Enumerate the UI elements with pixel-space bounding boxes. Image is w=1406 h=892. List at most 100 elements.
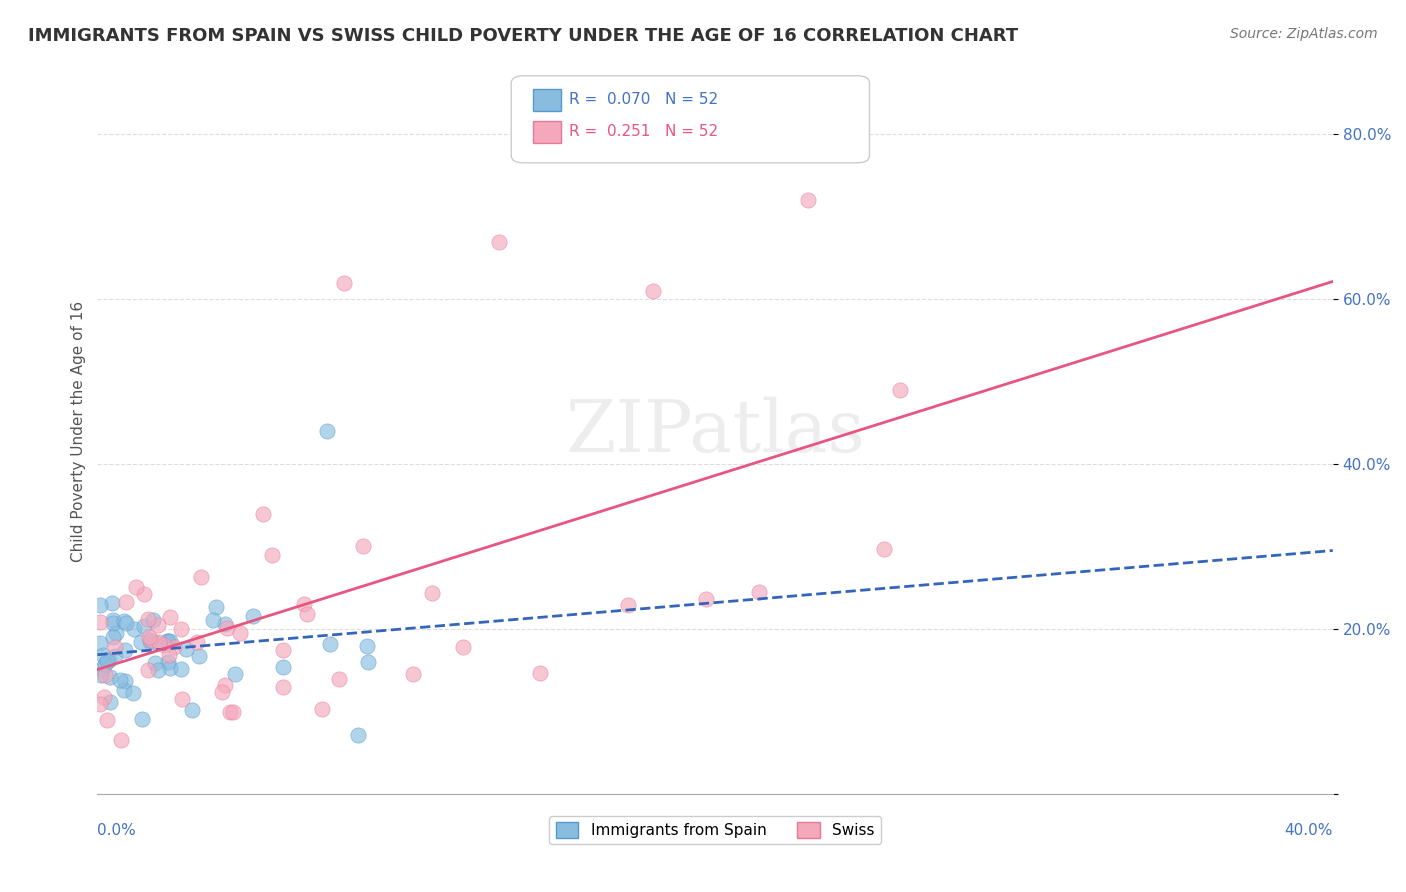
Point xyxy=(157,648,180,663)
Point xyxy=(157,634,180,648)
Point xyxy=(295,607,318,621)
Point xyxy=(188,648,211,663)
Point xyxy=(97,653,120,667)
Point xyxy=(190,570,212,584)
Point xyxy=(138,631,160,645)
Point xyxy=(136,612,159,626)
Point xyxy=(90,668,112,682)
Point xyxy=(357,655,380,669)
Point xyxy=(224,666,246,681)
Point xyxy=(252,507,274,521)
Point xyxy=(488,235,510,249)
Point xyxy=(328,672,350,686)
Point xyxy=(134,619,156,633)
Point xyxy=(747,585,769,599)
Point xyxy=(115,595,138,609)
Point xyxy=(352,539,374,553)
Point xyxy=(103,648,125,663)
Point xyxy=(218,705,240,719)
Point xyxy=(346,728,368,742)
Point xyxy=(873,541,896,556)
Point xyxy=(143,656,166,670)
Point xyxy=(156,656,179,670)
Point xyxy=(156,633,179,648)
Point xyxy=(96,654,118,668)
Point xyxy=(94,657,117,671)
Point xyxy=(124,580,146,594)
Point xyxy=(132,586,155,600)
Point xyxy=(91,662,114,676)
Point xyxy=(142,613,165,627)
Point xyxy=(112,614,135,628)
Point xyxy=(420,586,443,600)
Point xyxy=(94,667,117,681)
Point xyxy=(211,685,233,699)
Point xyxy=(139,634,162,648)
Point xyxy=(333,276,356,290)
Point xyxy=(222,705,245,719)
Point xyxy=(356,639,378,653)
Point xyxy=(402,667,425,681)
Point xyxy=(292,597,315,611)
Point xyxy=(131,712,153,726)
Point xyxy=(143,635,166,649)
Point xyxy=(695,591,717,606)
Point xyxy=(273,643,295,657)
Point xyxy=(100,695,122,709)
Legend: Immigrants from Spain, Swiss: Immigrants from Spain, Swiss xyxy=(550,816,880,845)
Point xyxy=(101,613,124,627)
Text: 40.0%: 40.0% xyxy=(1285,823,1333,838)
Point xyxy=(617,598,640,612)
Point xyxy=(159,661,181,675)
Bar xyxy=(533,120,561,143)
Point xyxy=(148,635,170,649)
Point xyxy=(215,621,238,635)
Point xyxy=(214,678,236,692)
Point xyxy=(319,637,342,651)
Point xyxy=(136,663,159,677)
Point xyxy=(242,609,264,624)
Point xyxy=(110,732,132,747)
Point xyxy=(114,643,136,657)
Point xyxy=(228,626,250,640)
Point xyxy=(110,673,132,687)
Point xyxy=(201,613,224,627)
Point xyxy=(643,284,665,298)
Point xyxy=(205,599,228,614)
Point xyxy=(163,640,186,654)
Point xyxy=(112,682,135,697)
Point xyxy=(89,636,111,650)
Point xyxy=(186,635,208,649)
Point xyxy=(172,692,194,706)
Point xyxy=(271,660,294,674)
Point xyxy=(181,703,204,717)
Point xyxy=(146,617,169,632)
Point xyxy=(91,648,114,662)
Point xyxy=(170,622,193,636)
Point xyxy=(311,701,333,715)
Point xyxy=(176,642,198,657)
Point xyxy=(89,615,111,629)
Text: Source: ZipAtlas.com: Source: ZipAtlas.com xyxy=(1230,27,1378,41)
Point xyxy=(451,640,474,655)
Point xyxy=(129,635,152,649)
Point xyxy=(104,640,127,654)
Point xyxy=(104,626,127,640)
Point xyxy=(100,670,122,684)
Point xyxy=(101,596,124,610)
Text: ZIPatlas: ZIPatlas xyxy=(565,396,865,467)
Point xyxy=(114,673,136,688)
Point xyxy=(148,663,170,677)
Point xyxy=(260,548,283,562)
Text: R =  0.070   N = 52: R = 0.070 N = 52 xyxy=(569,92,718,107)
Point xyxy=(96,713,118,727)
Point xyxy=(139,633,162,648)
Point xyxy=(101,630,124,644)
Point xyxy=(89,598,111,612)
Point xyxy=(889,383,911,397)
Point xyxy=(271,680,294,694)
Point xyxy=(529,666,551,681)
FancyBboxPatch shape xyxy=(512,76,869,163)
Point xyxy=(159,610,181,624)
Point xyxy=(93,690,115,704)
